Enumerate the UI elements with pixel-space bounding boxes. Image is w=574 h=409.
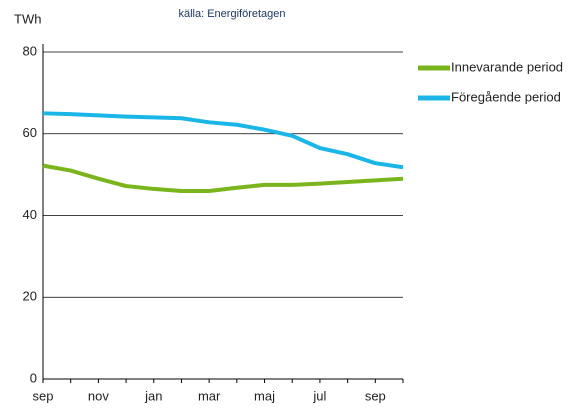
- legend-label: Föregående period: [451, 89, 561, 104]
- x-tick-label: jan: [144, 388, 162, 403]
- source: källa: Energiföretagen: [178, 8, 285, 20]
- y-tick-label: 60: [23, 125, 37, 140]
- x-tick-label: mar: [198, 388, 221, 403]
- x-tick-label: nov: [88, 388, 109, 403]
- x-tick-label: sep: [365, 388, 386, 403]
- y-axis-label: TWh: [14, 11, 41, 26]
- series-line: [42, 163, 404, 193]
- y-tick-label: 20: [23, 289, 37, 304]
- x-tick-label: sep: [33, 388, 54, 403]
- y-tick-label: 0: [30, 370, 37, 385]
- y-tick-label: 80: [23, 43, 37, 58]
- y-tick-label: 40: [23, 207, 37, 222]
- x-tick-label: maj: [254, 388, 275, 403]
- legend-label: Innevarande period: [451, 59, 563, 74]
- x-tick-label: jul: [312, 388, 326, 403]
- series-line: [42, 111, 404, 170]
